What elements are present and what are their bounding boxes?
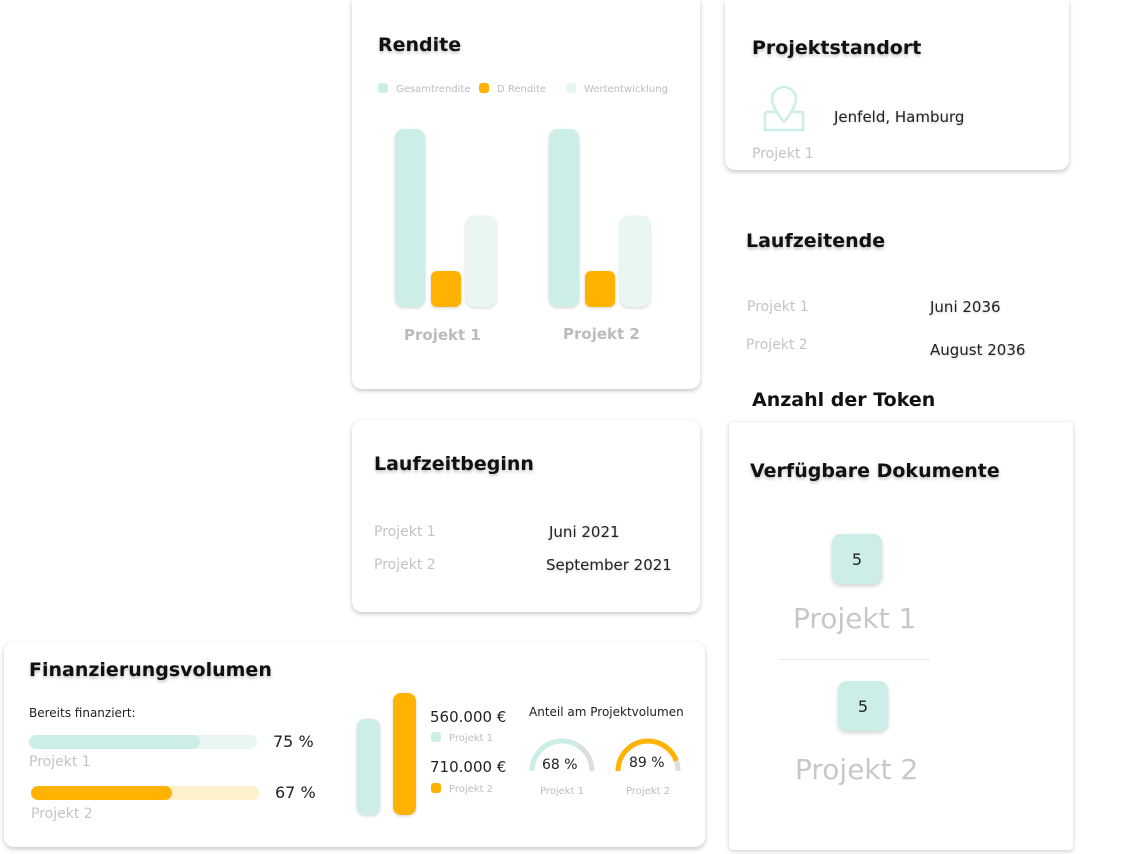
rendite-chart (352, 0, 700, 389)
legend-d-rendite: D Rendite (479, 83, 546, 95)
progress-bar-projekt-1 (29, 735, 257, 749)
legend-gesamtrendite: Gesamtrendite (378, 83, 470, 95)
laufzeitende-date-2: August 2036 (930, 341, 1026, 359)
finanzierung-card: Finanzierungsvolumen Bereits finanziert:… (4, 642, 705, 847)
progress-label-projekt-2: Projekt 2 (31, 806, 93, 822)
document-count-badge[interactable]: 5 (832, 534, 882, 584)
volume-amount-projekt-2: 710.000 € (430, 758, 507, 776)
progress-bar-projekt-2 (31, 786, 259, 800)
rendite-card: Rendite Gesamtrendite D Rendite Wertentw… (352, 0, 700, 389)
document-count-badge[interactable]: 5 (838, 681, 888, 731)
bar-d-rendite-projekt-2 (585, 271, 615, 307)
bereits-finanziert-label: Bereits finanziert: (29, 706, 136, 720)
legend-swatch (479, 83, 489, 93)
bar-d-rendite-projekt-1 (431, 271, 461, 307)
legend-swatch (378, 83, 388, 93)
dokumente-project-1[interactable]: Projekt 1 (793, 602, 917, 635)
projektstandort-title: Projektstandort (752, 37, 922, 59)
dokumente-card: Verfügbare Dokumente 5 Projekt 1 5 Proje… (729, 422, 1073, 850)
finanzierung-title: Finanzierungsvolumen (29, 659, 272, 681)
laufzeitende-project-2: Projekt 2 (746, 337, 808, 353)
laufzeitende-project-1: Projekt 1 (747, 299, 809, 315)
bar-wertentwicklung-projekt-1 (466, 216, 496, 307)
location-project-label: Projekt 1 (752, 146, 814, 162)
gauge-fill (529, 738, 580, 772)
volume-legend-projekt-2: Projekt 2 (431, 783, 493, 795)
bar-wertentwicklung-projekt-2 (620, 216, 650, 307)
progress-fill (31, 786, 173, 800)
legend-wertentwicklung: Wertentwicklung (566, 83, 668, 95)
bar-gesamtrendite-projekt-2 (549, 129, 579, 307)
legend-swatch (566, 83, 576, 93)
gauge-projekt-1 (529, 738, 595, 772)
token-title: Anzahl der Token (752, 389, 936, 411)
laufzeitbeginn-title: Laufzeitbeginn (374, 453, 534, 475)
category-label-projekt-1: Projekt 1 (404, 326, 481, 344)
dokumente-project-2[interactable]: Projekt 2 (795, 753, 919, 786)
laufzeitbeginn-project-2: Projekt 2 (374, 557, 436, 573)
laufzeitbeginn-project-1: Projekt 1 (374, 524, 436, 540)
laufzeitbeginn-date-2: September 2021 (546, 556, 672, 574)
laufzeitbeginn-card: Laufzeitbeginn Projekt 1 Juni 2021 Proje… (352, 420, 700, 612)
gauge-value-projekt-2: 89 % (629, 755, 665, 771)
gauge-label-projekt-1: Projekt 1 (540, 786, 585, 797)
rendite-title: Rendite (378, 34, 462, 56)
volume-chart (4, 642, 705, 847)
dokumente-title: Verfügbare Dokumente (750, 460, 1000, 482)
bar-gesamtrendite-projekt-1 (395, 129, 425, 307)
progress-fill (29, 735, 200, 749)
gauge-label-projekt-2: Projekt 2 (626, 786, 671, 797)
legend-swatch (431, 783, 441, 793)
laufzeitende-date-1: Juni 2036 (930, 298, 1001, 316)
volume-legend-projekt-1: Projekt 1 (431, 732, 493, 744)
anteil-title: Anteil am Projektvolumen (529, 705, 684, 719)
volume-bar-projekt-1 (357, 718, 380, 815)
location-pin-icon (763, 86, 805, 132)
progress-label-projekt-1: Projekt 1 (29, 754, 91, 770)
location-text: Jenfeld, Hamburg (834, 108, 965, 126)
progress-percent-projekt-2: 67 % (275, 783, 316, 802)
divider (780, 659, 930, 660)
volume-amount-projekt-1: 560.000 € (430, 708, 507, 726)
gauge-fill (615, 738, 679, 772)
category-label-projekt-2: Projekt 2 (563, 325, 640, 343)
legend-swatch (431, 732, 441, 742)
laufzeitbeginn-date-1: Juni 2021 (549, 523, 620, 541)
volume-bar-projekt-2 (393, 693, 416, 815)
gauge-projekt-2 (615, 738, 681, 772)
projektstandort-card: Projektstandort Jenfeld, Hamburg Projekt… (725, 0, 1069, 170)
progress-percent-projekt-1: 75 % (273, 732, 314, 751)
laufzeitende-title: Laufzeitende (746, 230, 886, 252)
gauge-value-projekt-1: 68 % (542, 757, 578, 773)
